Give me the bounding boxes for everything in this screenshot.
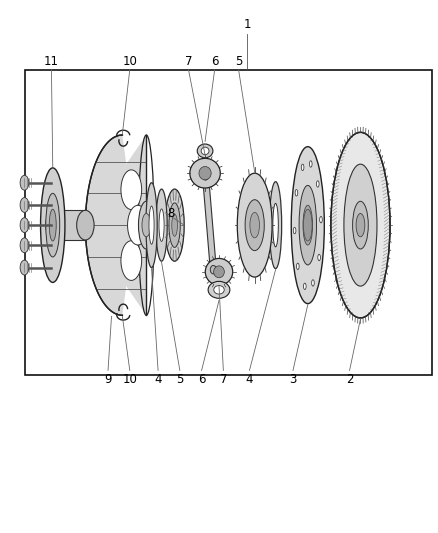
Text: 4: 4 <box>246 373 253 385</box>
Ellipse shape <box>127 205 148 245</box>
Text: 3: 3 <box>290 373 297 385</box>
Ellipse shape <box>320 216 322 223</box>
Ellipse shape <box>301 164 304 171</box>
Ellipse shape <box>303 205 313 245</box>
Text: 2: 2 <box>346 373 353 385</box>
Text: 11: 11 <box>44 55 59 68</box>
Ellipse shape <box>312 280 314 286</box>
Text: 8: 8 <box>168 207 175 220</box>
Ellipse shape <box>331 132 390 318</box>
Ellipse shape <box>149 206 154 244</box>
Ellipse shape <box>318 254 321 261</box>
Ellipse shape <box>46 193 60 257</box>
Ellipse shape <box>46 217 51 232</box>
Ellipse shape <box>214 266 224 278</box>
Ellipse shape <box>169 203 180 247</box>
Ellipse shape <box>41 168 65 282</box>
Text: 10: 10 <box>122 373 137 385</box>
Ellipse shape <box>190 158 220 188</box>
Text: 1: 1 <box>244 18 251 30</box>
Bar <box>48 211 85 240</box>
Ellipse shape <box>214 286 224 294</box>
Ellipse shape <box>199 166 211 180</box>
Ellipse shape <box>317 181 319 187</box>
Ellipse shape <box>295 190 298 196</box>
Ellipse shape <box>121 170 141 209</box>
Ellipse shape <box>142 214 151 237</box>
Text: 9: 9 <box>104 373 112 385</box>
Ellipse shape <box>20 238 29 253</box>
Ellipse shape <box>20 175 29 190</box>
Ellipse shape <box>197 144 213 158</box>
Ellipse shape <box>49 209 56 241</box>
Ellipse shape <box>172 214 177 236</box>
Ellipse shape <box>291 147 324 304</box>
Text: 5: 5 <box>235 55 242 68</box>
Ellipse shape <box>356 214 365 237</box>
Text: 5: 5 <box>176 373 184 385</box>
Ellipse shape <box>353 201 368 249</box>
Ellipse shape <box>250 213 259 238</box>
Ellipse shape <box>273 204 278 247</box>
Ellipse shape <box>304 209 312 241</box>
Ellipse shape <box>205 259 233 285</box>
Ellipse shape <box>245 200 264 251</box>
Polygon shape <box>85 135 146 316</box>
Ellipse shape <box>297 263 299 270</box>
Ellipse shape <box>210 265 216 274</box>
Ellipse shape <box>121 241 141 280</box>
Ellipse shape <box>20 217 29 232</box>
Ellipse shape <box>159 209 164 241</box>
Ellipse shape <box>20 198 29 213</box>
Ellipse shape <box>20 260 29 275</box>
Ellipse shape <box>344 164 377 286</box>
Text: 7: 7 <box>219 373 227 385</box>
Text: 7: 7 <box>185 55 192 68</box>
Ellipse shape <box>237 173 272 277</box>
Ellipse shape <box>42 211 54 240</box>
Ellipse shape <box>146 183 157 268</box>
Ellipse shape <box>165 189 184 261</box>
Ellipse shape <box>310 161 312 167</box>
Ellipse shape <box>208 281 230 298</box>
Text: 10: 10 <box>122 55 137 68</box>
Ellipse shape <box>269 182 282 269</box>
Ellipse shape <box>77 211 94 240</box>
Text: 6: 6 <box>211 55 219 68</box>
Ellipse shape <box>299 185 317 265</box>
Text: 4: 4 <box>154 373 162 385</box>
Ellipse shape <box>138 201 154 249</box>
Ellipse shape <box>201 147 209 155</box>
Polygon shape <box>85 135 146 316</box>
Ellipse shape <box>156 189 167 261</box>
Bar <box>25 70 432 375</box>
Text: 6: 6 <box>198 373 205 385</box>
Ellipse shape <box>304 283 306 289</box>
Polygon shape <box>202 176 216 270</box>
Ellipse shape <box>293 228 296 234</box>
Ellipse shape <box>202 172 208 180</box>
